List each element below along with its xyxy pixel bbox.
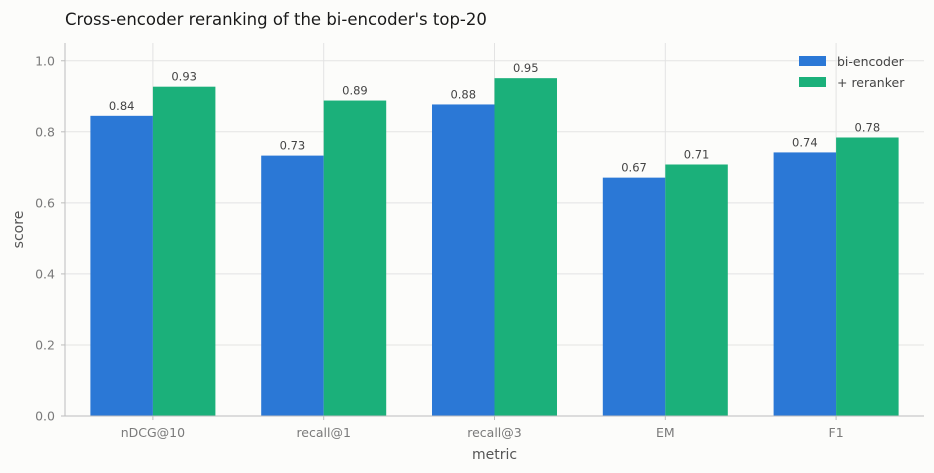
legend-label: + reranker (837, 75, 905, 90)
value-labels: 0.84 0.93 0.73 0.89 0.88 0.95 0.67 0.71 0.74 0.78 (109, 61, 880, 174)
data-label: 0.71 (684, 147, 710, 161)
bar-reranker (836, 137, 899, 416)
bar-bi-encoder (432, 104, 495, 417)
bar-bi-encoder (90, 115, 153, 417)
bar-reranker (494, 78, 557, 416)
y-tick-label: 0.0 (35, 409, 55, 424)
data-label: 0.84 (109, 99, 135, 113)
chart-title: Cross-encoder reranking of the bi-encode… (65, 10, 487, 29)
data-label: 0.74 (792, 135, 818, 149)
data-label: 0.73 (280, 139, 306, 153)
bar-reranker (323, 100, 387, 416)
bar-reranker (665, 164, 728, 416)
y-tick-label: 0.8 (35, 124, 55, 139)
data-label: 0.95 (513, 61, 539, 75)
y-tick-label: 0.6 (35, 195, 55, 210)
x-ticks: nDCG@10 recall@1 recall@3 EM F1 (121, 416, 844, 440)
y-tick-label: 1.0 (35, 53, 55, 68)
x-tick-label: nDCG@10 (121, 425, 185, 440)
x-tick-label: recall@1 (296, 425, 351, 440)
y-axis-label: score (11, 211, 27, 249)
data-label: 0.78 (855, 120, 881, 134)
legend-swatch (799, 77, 826, 87)
x-axis-label: metric (472, 447, 517, 463)
y-tick-label: 0.4 (35, 266, 55, 281)
x-tick-label: recall@3 (467, 425, 522, 440)
y-ticks: 0.0 0.2 0.4 0.6 0.8 1.0 (35, 53, 65, 424)
data-label: 0.67 (621, 161, 647, 175)
bar-bi-encoder (602, 177, 666, 416)
x-tick-label: F1 (829, 425, 844, 440)
legend: bi-encoder + reranker (799, 54, 905, 90)
legend-label: bi-encoder (837, 54, 905, 69)
bar-bi-encoder (261, 155, 324, 416)
y-tick-label: 0.2 (35, 337, 55, 352)
bar-bi-encoder (773, 152, 837, 416)
data-label: 0.88 (450, 87, 476, 101)
bar-reranker (152, 86, 216, 417)
data-label: 0.89 (342, 84, 368, 98)
data-label: 0.93 (171, 70, 197, 84)
legend-swatch (799, 56, 826, 66)
bars (90, 78, 899, 417)
x-tick-label: EM (656, 425, 675, 440)
